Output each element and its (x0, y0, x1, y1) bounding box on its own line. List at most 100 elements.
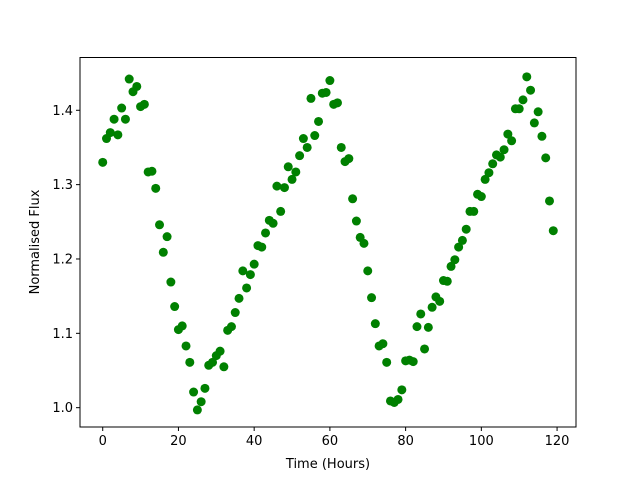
data-point (177, 321, 187, 331)
data-point (185, 357, 195, 367)
x-tick-label: 120 (545, 434, 570, 449)
data-point (529, 118, 539, 128)
data-point (348, 194, 358, 204)
y-tick-label: 1.2 (52, 252, 73, 267)
data-point (298, 134, 308, 144)
data-point (105, 128, 115, 138)
data-point (393, 394, 403, 404)
data-point (291, 167, 301, 177)
x-tick-label: 40 (246, 434, 263, 449)
data-point (469, 206, 479, 216)
data-point (132, 81, 142, 91)
data-point (314, 116, 324, 126)
data-point (261, 228, 271, 238)
data-point (548, 226, 558, 236)
data-point (408, 357, 418, 367)
data-point (457, 235, 467, 245)
data-point (321, 87, 331, 97)
y-tick-label: 1.3 (52, 178, 73, 193)
data-point (370, 319, 380, 329)
data-point (200, 383, 210, 393)
data-point (98, 157, 108, 167)
data-point (257, 242, 267, 252)
x-tick-label: 60 (322, 434, 339, 449)
x-axis-ticks: 0 20 40 60 80 100 120 (99, 427, 570, 449)
data-point (306, 93, 316, 103)
data-point (446, 261, 456, 271)
x-tick-label: 0 (99, 434, 107, 449)
data-point (507, 136, 517, 146)
y-tick-label: 1.0 (52, 401, 73, 416)
data-point (192, 405, 202, 415)
data-point (117, 103, 127, 113)
data-point (249, 259, 259, 269)
data-point (416, 309, 426, 319)
data-point (151, 183, 161, 193)
data-point (533, 107, 543, 117)
data-point (454, 242, 464, 252)
data-point (124, 74, 134, 84)
data-point (166, 277, 176, 287)
data-point (423, 322, 433, 332)
data-point (397, 385, 407, 395)
data-point (363, 266, 373, 276)
data-point (272, 181, 282, 191)
data-point (378, 339, 388, 349)
data-point (219, 362, 229, 372)
data-point (495, 152, 505, 162)
data-point (359, 238, 369, 248)
y-tick-label: 1.4 (52, 104, 73, 119)
data-point (442, 276, 452, 286)
data-point (283, 162, 293, 172)
data-point (189, 387, 199, 397)
data-point (382, 357, 392, 367)
data-point (499, 145, 509, 155)
data-point (488, 159, 498, 169)
data-point (518, 95, 528, 105)
data-point (208, 357, 218, 367)
data-point (526, 85, 536, 95)
data-point (245, 270, 255, 280)
data-point (170, 302, 180, 312)
data-point (332, 98, 342, 108)
data-point (234, 293, 244, 303)
data-point (450, 255, 460, 265)
data-point (139, 99, 149, 109)
data-point (113, 130, 123, 140)
data-point (461, 224, 471, 234)
data-point (484, 168, 494, 178)
x-tick-label: 80 (397, 434, 414, 449)
data-point (344, 154, 354, 164)
data-point (367, 293, 377, 303)
data-point (287, 174, 297, 184)
data-point (158, 247, 168, 257)
data-point (181, 341, 191, 351)
y-axis-label: Normalised Flux (28, 189, 43, 294)
plot-frame (79, 57, 577, 428)
data-point (541, 153, 551, 163)
data-point (162, 232, 172, 242)
data-point (351, 216, 361, 226)
data-point (503, 129, 513, 139)
data-point (109, 114, 119, 124)
data-point (310, 131, 320, 141)
data-points (98, 72, 558, 415)
x-tick-label: 20 (170, 434, 187, 449)
data-point (427, 302, 437, 312)
data-point (537, 131, 547, 141)
data-point (295, 151, 305, 161)
data-point (435, 296, 445, 306)
data-point (480, 174, 490, 184)
data-point (242, 283, 252, 293)
data-point (215, 346, 225, 356)
data-point (302, 142, 312, 152)
data-point (325, 76, 335, 86)
data-point (268, 218, 278, 228)
data-point (476, 192, 486, 202)
data-point (238, 266, 248, 276)
y-tick-label: 1.1 (52, 327, 73, 342)
data-point (196, 397, 206, 407)
y-axis-ticks: 1.0 1.1 1.2 1.3 1.4 (52, 104, 80, 416)
